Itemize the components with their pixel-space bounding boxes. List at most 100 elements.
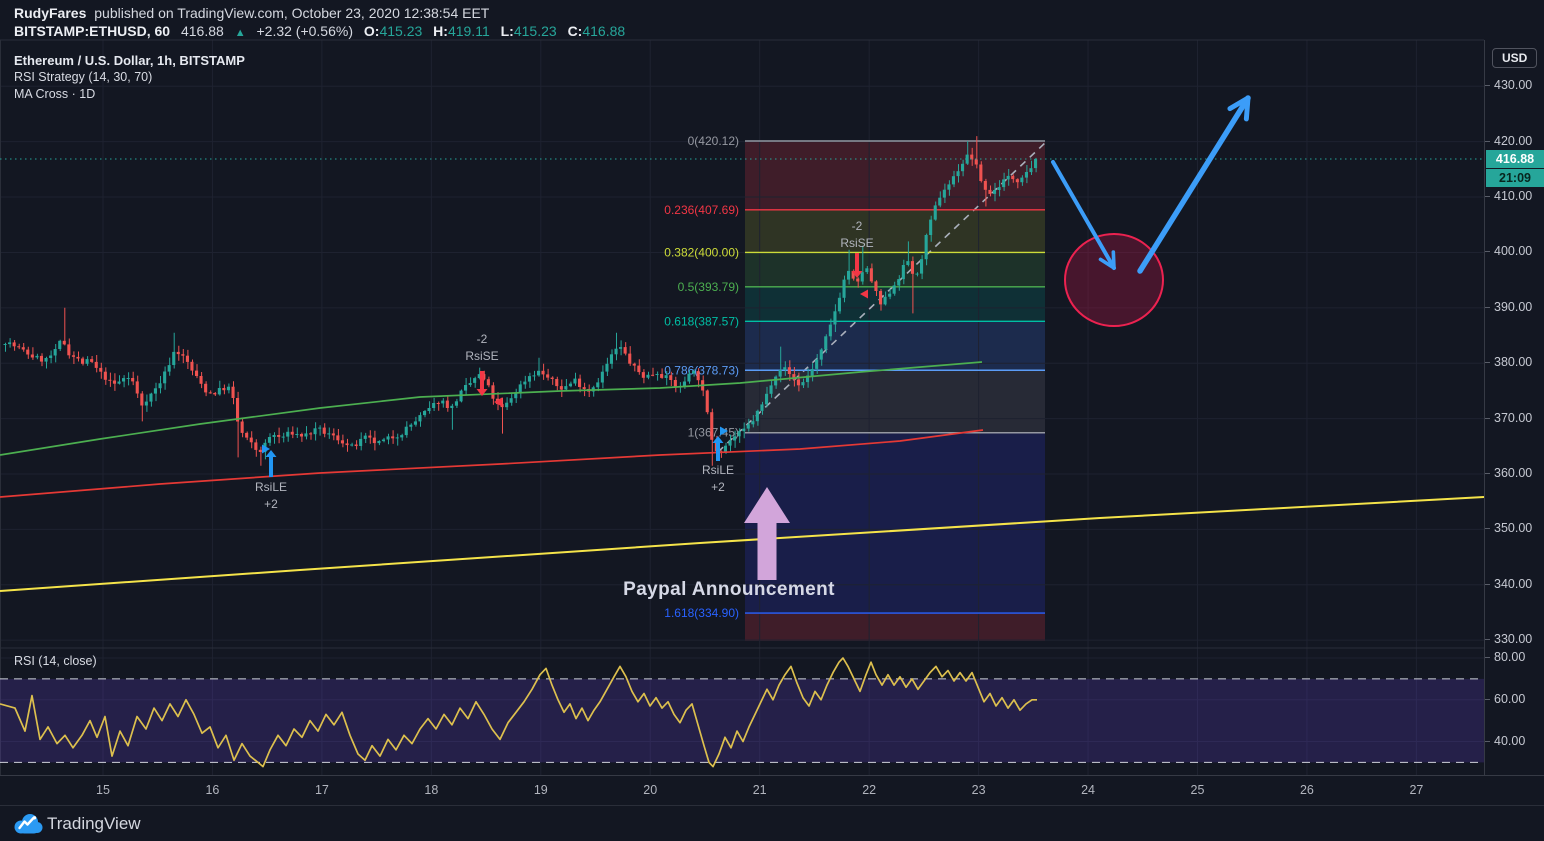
moving-averages: [0, 361, 1485, 592]
gridlines: [0, 39, 1484, 775]
axis-tick-mark: [1485, 657, 1490, 658]
paypal-up-arrow[interactable]: [744, 487, 790, 580]
tradingview-brand-link[interactable]: TradingView: [47, 814, 141, 833]
rsi-tick: 80.00: [1494, 650, 1526, 664]
fib-label: 0.382(400.00): [664, 245, 739, 259]
axis-tick-mark: [1485, 85, 1490, 87]
legend-rsi-strategy[interactable]: RSI Strategy (14, 30, 70): [14, 70, 153, 84]
axis-tick-mark: [1485, 362, 1490, 364]
chart-legend: Ethereum / U.S. Dollar, 1h, BITSTAMP RSI…: [14, 52, 245, 103]
high-label: H:: [433, 22, 448, 39]
price-change: +2.32 (+0.56%): [256, 22, 353, 39]
fib-label: 0.236(407.69): [664, 203, 739, 217]
drawn-blue-arrow-1[interactable]: [1051, 160, 1116, 270]
rsi-pane-label[interactable]: RSI (14, close): [14, 654, 97, 668]
axis-tick-mark: [1485, 473, 1490, 474]
published-info: published on TradingView.com, October 23…: [94, 5, 490, 21]
price-tick: 350.00: [1494, 521, 1533, 536]
author-name: RudyFares: [14, 5, 87, 21]
rsi-pane: [0, 657, 1484, 768]
time-tick: 27: [1409, 783, 1424, 797]
highlight-circle[interactable]: [1064, 233, 1164, 327]
marker-label: RsiSE: [465, 349, 498, 363]
price-tick: 360.00: [1494, 466, 1533, 480]
axis-tick-mark: [1485, 639, 1490, 641]
axis-tick-mark: [1485, 417, 1490, 419]
open-value: 415.23: [379, 22, 423, 39]
price-tick: 420.00: [1494, 133, 1533, 148]
marker-label: +2: [264, 497, 278, 511]
snapshot-header: RudyFares published on TradingView.com, …: [14, 5, 625, 42]
price-tick: 430.00: [1494, 78, 1533, 93]
candles-layer: [3, 136, 1038, 466]
low-value: 415.23: [513, 22, 557, 39]
marker-label: RsiLE: [255, 480, 287, 494]
legend-symbol-title[interactable]: Ethereum / U.S. Dollar, 1h, BITSTAMP: [14, 53, 245, 68]
price-tick: 330.00: [1494, 632, 1533, 647]
fib-bands: [745, 141, 1045, 641]
ma-line-yellow: [0, 496, 1485, 592]
fib-label: 1(367.45): [688, 426, 739, 440]
close-label: C:: [567, 22, 583, 39]
last-price-value: 416.88: [180, 22, 224, 39]
rsi-tick: 60.00: [1494, 691, 1526, 706]
drawn-blue-arrow-2[interactable]: [1137, 95, 1251, 274]
fib-label: 0.786(378.73): [664, 363, 739, 377]
time-tick: 18: [424, 783, 439, 797]
open-label: O:: [363, 22, 380, 39]
fib-levels: 0(420.12) 0.236(407.69) 0.382(400.00) 0.5(3…: [664, 134, 1045, 620]
fib-label: 1.618(334.90): [664, 606, 739, 620]
marker-label: RsiSE: [840, 236, 873, 250]
axis-tick-mark: [1485, 740, 1490, 742]
price-scale[interactable]: USD 416.88 21:09 430.00 420.00 410.00 400.0…: [1484, 40, 1544, 805]
price-tick: 410.00: [1494, 189, 1533, 204]
axis-tick-mark: [1485, 306, 1490, 308]
time-tick: 15: [96, 783, 110, 797]
marker-label: -2: [852, 219, 863, 233]
bar-countdown-tag: 21:09: [1486, 169, 1544, 187]
plot-triangle-icon: [720, 426, 728, 436]
fib-label: 0.618(387.57): [664, 314, 739, 328]
up-triangle-icon: ▲: [234, 26, 246, 39]
close-value: 416.88: [582, 22, 626, 39]
legend-ma-cross[interactable]: MA Cross · 1D: [14, 87, 96, 101]
ma-line-green: [0, 361, 983, 456]
plot-triangle-icon: [860, 289, 868, 299]
price-tick: 380.00: [1494, 355, 1533, 370]
axis-tick-mark: [1485, 196, 1490, 198]
axis-tick-mark: [1485, 698, 1490, 700]
time-tick: 24: [1081, 783, 1095, 797]
time-scale[interactable]: 15 16 17 18 19 20 21 22 23 24 25 26 27: [0, 775, 1544, 806]
last-price-tag: 416.88: [1486, 150, 1544, 168]
axis-tick-mark: [1485, 140, 1490, 142]
strategy-markers: -2 RsiSE -2 RsiSE RsiLE +2 RsiLE +2: [255, 219, 874, 511]
high-value: 419.11: [447, 22, 490, 39]
time-tick: 25: [1190, 783, 1205, 797]
paypal-announcement-text: Paypal Announcement: [623, 579, 835, 600]
footer-bar: TradingView: [0, 805, 1544, 841]
symbol-name: BITSTAMP:ETHUSD, 60: [14, 22, 171, 39]
quote-line: BITSTAMP:ETHUSD, 60 416.88 ▲ +2.32 (+0.5…: [14, 23, 625, 43]
axis-tick-mark: [1485, 251, 1490, 253]
rsi-line: [0, 657, 1037, 768]
price-tick: 340.00: [1494, 576, 1533, 591]
plot-triangle-icon: [494, 397, 502, 407]
marker-label: RsiLE: [702, 463, 734, 477]
time-tick: 20: [643, 783, 658, 797]
time-tick: 23: [971, 783, 986, 797]
published-line: RudyFares published on TradingView.com, …: [14, 5, 625, 23]
price-tick: 390.00: [1494, 299, 1533, 314]
ma-line-red: [0, 429, 984, 498]
time-tick: 26: [1299, 783, 1314, 797]
marker-label: -2: [477, 332, 488, 346]
fib-label: 0.5(393.79): [678, 280, 739, 294]
tradingview-logo-icon[interactable]: [12, 811, 44, 837]
rsi-tick: 40.00: [1494, 733, 1526, 748]
currency-button[interactable]: USD: [1492, 48, 1538, 68]
price-tick: 370.00: [1494, 410, 1533, 425]
time-tick: 17: [314, 783, 329, 797]
marker-label: +2: [711, 480, 725, 494]
